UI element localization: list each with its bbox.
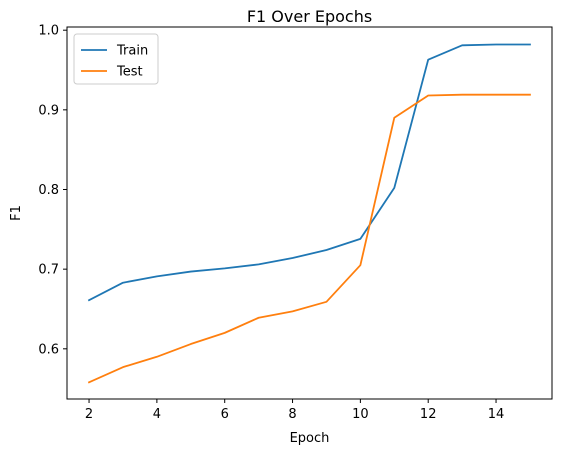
y-axis: 0.6 0.7 0.8 0.9 1.0 [38, 24, 67, 357]
x-tick-label: 8 [288, 407, 296, 422]
x-tick-label: 6 [221, 407, 229, 422]
x-tick-label: 10 [352, 407, 369, 422]
x-axis-title: Epoch [290, 431, 330, 446]
chart-title: F1 Over Epochs [247, 7, 372, 26]
plot-background [67, 27, 552, 399]
legend-label-train: Train [116, 44, 148, 59]
legend: Train Test [73, 33, 159, 85]
x-tick-label: 2 [85, 407, 93, 422]
y-tick-label: 0.8 [38, 183, 59, 198]
series-layer [87, 43, 531, 384]
x-tick-label: 14 [488, 407, 505, 422]
x-axis: 2 4 6 8 10 12 14 [85, 399, 504, 422]
y-axis-title: F1 [9, 205, 24, 221]
x-tick-label: 12 [420, 407, 437, 422]
y-tick-label: 0.7 [38, 263, 59, 278]
plot-frame [66, 26, 553, 400]
x-tick-label: 4 [153, 407, 161, 422]
y-tick-label: 0.6 [38, 342, 59, 357]
series-line-test [87, 93, 531, 384]
series-line-train [87, 43, 531, 302]
legend-label-test: Test [116, 65, 143, 80]
legend-box [73, 33, 159, 85]
plot-area [67, 27, 552, 399]
y-tick-label: 0.9 [38, 103, 59, 118]
y-tick-label: 1.0 [38, 24, 59, 39]
